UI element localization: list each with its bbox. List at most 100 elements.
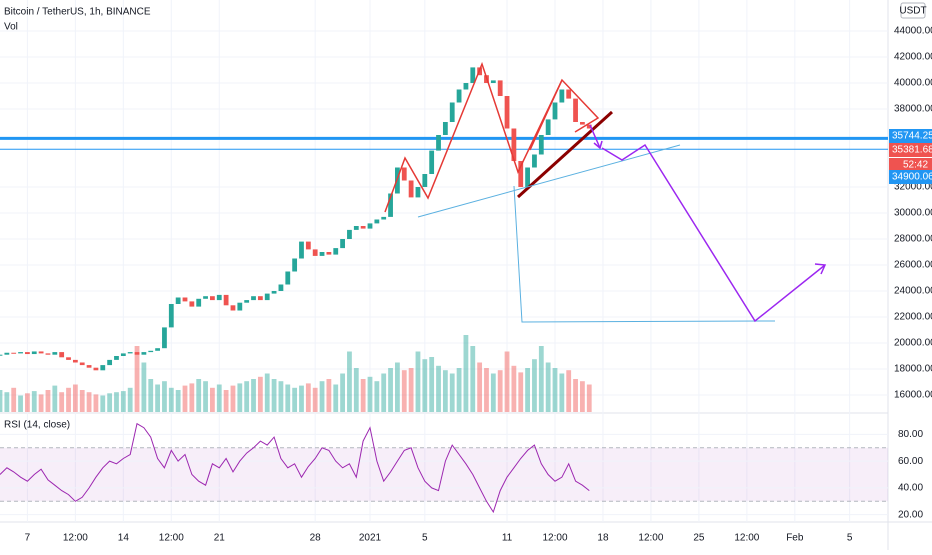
volume-bar xyxy=(484,368,489,412)
candle xyxy=(299,241,304,259)
y-tick-label: 18000.00 xyxy=(894,364,932,375)
trend-line xyxy=(516,110,614,199)
pattern-line xyxy=(529,79,563,151)
candle xyxy=(93,367,99,371)
rsi-band xyxy=(0,447,888,502)
volume-bar xyxy=(114,392,119,412)
y-tick-label: 42000.00 xyxy=(894,52,932,63)
volume-bar xyxy=(79,390,85,412)
x-tick-label: 14 xyxy=(118,533,130,544)
x-tick-label: 5 xyxy=(847,533,853,544)
price-tag-label: 34900.06 xyxy=(892,172,932,183)
x-tick-label: 12:00 xyxy=(63,533,88,544)
volume-bar xyxy=(497,370,503,412)
price-tag xyxy=(889,170,932,184)
countdown-tag xyxy=(889,158,932,172)
candle xyxy=(72,359,78,363)
volume-bar xyxy=(244,381,250,412)
volume-bar xyxy=(470,346,476,412)
candle xyxy=(401,167,407,181)
candle xyxy=(59,352,65,358)
drawings xyxy=(384,61,827,323)
candle xyxy=(463,83,469,90)
volume-bar xyxy=(162,381,167,412)
candle xyxy=(278,284,284,291)
currency-button[interactable] xyxy=(900,2,926,19)
volume-bar xyxy=(210,387,215,412)
volume-bar xyxy=(155,384,160,412)
candle xyxy=(388,193,393,217)
volume-bar xyxy=(18,395,23,412)
candle xyxy=(518,161,524,188)
volume-bar xyxy=(45,390,51,412)
x-tick-label: 2021 xyxy=(359,533,382,544)
projection-path xyxy=(601,143,826,323)
volume-bar xyxy=(532,359,537,412)
x-tick-label: Feb xyxy=(786,533,804,544)
volume-bar xyxy=(127,387,133,412)
volume-bar xyxy=(134,346,140,412)
currency-label[interactable]: USDT xyxy=(899,6,926,17)
candle xyxy=(230,305,236,311)
projection-line xyxy=(513,185,776,323)
marks-layer xyxy=(0,67,888,514)
volume-bar xyxy=(305,383,311,412)
candle xyxy=(353,226,359,230)
candle xyxy=(381,216,387,220)
volume-bar xyxy=(422,359,428,412)
candle xyxy=(244,300,250,303)
volume-bar xyxy=(86,392,92,412)
rsi-tick-label: 60.00 xyxy=(898,456,923,467)
candle xyxy=(408,180,414,198)
candle xyxy=(168,303,174,328)
candle xyxy=(31,351,37,355)
candle xyxy=(340,238,345,249)
arrow-head xyxy=(593,140,603,150)
candle xyxy=(175,297,181,304)
volume-bar xyxy=(504,351,510,412)
y-tick-label: 44000.00 xyxy=(894,26,932,37)
volume-bar xyxy=(312,387,318,412)
volume-bar xyxy=(52,385,58,412)
volume-bar xyxy=(148,379,154,412)
volume-bar xyxy=(257,376,263,412)
candle xyxy=(155,348,160,351)
volume-bar xyxy=(38,394,44,412)
volume-bar xyxy=(25,393,30,412)
rsi-tick-label: 40.00 xyxy=(898,483,923,494)
y-tick-label: 22000.00 xyxy=(894,312,932,323)
candle xyxy=(216,294,222,301)
volume-bar xyxy=(340,373,345,412)
y-tick-label: 16000.00 xyxy=(894,390,932,401)
volume-bar xyxy=(31,391,37,412)
y-tick-label: 32000.00 xyxy=(894,182,932,193)
volume-bar xyxy=(278,381,284,412)
volume-label: Vol xyxy=(4,22,18,33)
volume-bar xyxy=(203,381,208,412)
rsi-line xyxy=(0,422,590,514)
y-tick-label: 20000.00 xyxy=(894,338,932,349)
volume-bar xyxy=(66,387,71,412)
candle xyxy=(223,294,229,306)
y-tick-label: 30000.00 xyxy=(894,208,932,219)
candle xyxy=(497,80,503,97)
candle xyxy=(0,354,3,356)
candle xyxy=(580,122,585,125)
countdown-label: 52:42 xyxy=(903,160,928,171)
volume-bar xyxy=(388,368,393,412)
volume-bar xyxy=(299,385,304,412)
arrow-head xyxy=(814,263,827,275)
candle xyxy=(4,352,10,355)
candle xyxy=(525,167,530,188)
volume-bar xyxy=(120,391,126,412)
x-tick-label: 12:00 xyxy=(734,533,759,544)
volume-bar xyxy=(189,383,195,412)
candle xyxy=(114,355,119,360)
rsi-tick-label: 20.00 xyxy=(898,509,923,520)
candle xyxy=(566,89,572,99)
volume-bar xyxy=(367,376,373,412)
candle xyxy=(312,249,318,256)
x-tick-label: 7 xyxy=(25,533,31,544)
price-tag xyxy=(889,143,932,157)
